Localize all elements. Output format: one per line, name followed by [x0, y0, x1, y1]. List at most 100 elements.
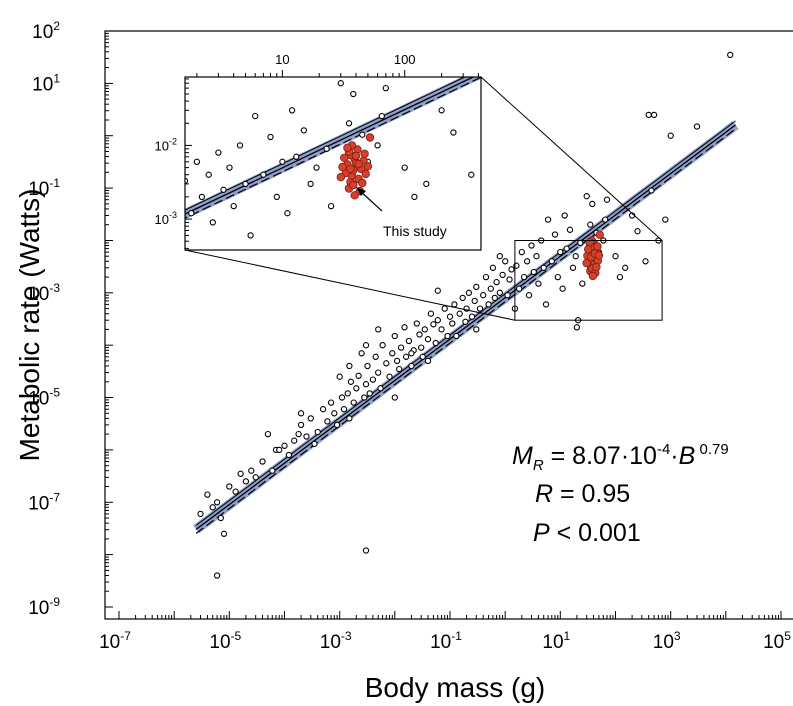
data-point: [482, 73, 487, 78]
data-point: [573, 324, 581, 331]
data-point: [344, 390, 351, 397]
data-point: [727, 51, 734, 59]
data-point: [236, 142, 244, 149]
data-point: [276, 446, 283, 454]
data-point: [226, 483, 233, 490]
data-point: [45, 233, 50, 238]
x-tick-label: 101: [542, 629, 570, 653]
data-point: [497, 143, 502, 148]
data-point: [589, 200, 596, 208]
data-point: [508, 266, 515, 273]
data-point: [152, 191, 157, 196]
data-point: [603, 196, 611, 203]
data-point: [413, 320, 420, 327]
data-point: [297, 421, 305, 429]
data-point: [535, 280, 542, 287]
data-point: [513, 114, 518, 119]
data-point: [476, 305, 484, 312]
data-point: [572, 253, 579, 260]
data-point: [563, 245, 570, 252]
study-data-point: [584, 244, 593, 254]
data-point: [340, 406, 348, 413]
data-point: [220, 186, 227, 193]
data-point: [473, 283, 480, 291]
data-point: [434, 317, 441, 324]
data-point: [313, 164, 320, 171]
data-point: [378, 112, 385, 120]
data-point: [540, 264, 547, 271]
data-point: [491, 294, 498, 302]
data-point: [449, 320, 456, 327]
data-point: [90, 228, 95, 233]
svg-text:R = 0.95: R = 0.95: [535, 480, 630, 508]
data-point: [396, 365, 403, 373]
data-point: [441, 305, 448, 312]
data-point: [577, 239, 584, 247]
data-point: [642, 258, 649, 265]
zoom-connector-lines: [184, 76, 663, 321]
data-point: [516, 285, 523, 292]
main-fit-lower-bound: [195, 128, 736, 534]
data-point: [525, 0, 530, 1]
data-point: [369, 376, 377, 383]
svg-text:MR = 8.07·10-4·B 0.79: MR = 8.07·10-4·B 0.79: [512, 441, 729, 474]
x-axis-title: Body mass (g): [365, 672, 546, 703]
data-point: [364, 362, 371, 370]
data-point: [602, 216, 609, 223]
study-data-point: [358, 178, 367, 188]
data-point: [419, 353, 426, 360]
data-point: [587, 221, 594, 228]
data-point: [561, 212, 568, 219]
data-point: [126, 211, 131, 216]
data-point: [273, 193, 280, 201]
x-tick-label: 103: [653, 629, 681, 653]
study-data-point: [354, 159, 363, 169]
data-point: [232, 488, 239, 495]
study-data-point: [351, 151, 361, 161]
data-point: [418, 344, 425, 351]
data-point: [366, 390, 373, 397]
data-point: [295, 430, 302, 438]
data-point: [648, 187, 655, 194]
data-point: [185, 177, 189, 185]
study-data-point: [338, 162, 347, 172]
data-point: [453, 332, 460, 340]
data-point: [337, 80, 344, 87]
data-point: [487, 285, 494, 292]
data-point: [307, 415, 314, 422]
data-point: [347, 378, 355, 385]
data-point: [300, 127, 308, 134]
data-point: [297, 410, 305, 417]
data-point: [63, 224, 68, 229]
y-axis: 10-9 10-7 10-5 10-3 10-1 101 102: [28, 19, 113, 619]
data-point: [230, 202, 237, 210]
data-point: [504, 292, 511, 299]
study-data-point: [592, 262, 601, 272]
data-point: [281, 442, 288, 449]
data-point: [386, 373, 393, 380]
data-point: [167, 198, 172, 203]
data-point: [379, 342, 386, 349]
data-point: [269, 467, 276, 474]
study-data-point: [343, 143, 352, 152]
data-point: [338, 394, 346, 401]
data-point: [421, 326, 428, 333]
data-point: [401, 164, 408, 171]
data-point: [471, 297, 478, 305]
data-point: [346, 362, 353, 370]
data-point: [544, 216, 552, 223]
main-plot-area: 10-7 10-5 10-3 10-1 101 103 105 10-910-710-510…: [28, 19, 793, 653]
data-point: [314, 428, 321, 436]
data-point: [416, 331, 423, 338]
data-point: [217, 514, 224, 522]
study-data-point: [582, 258, 591, 268]
y-tick-label: 10-3: [28, 281, 60, 305]
data-point: [333, 421, 341, 429]
x-tick-label: 10-7: [99, 629, 131, 653]
study-data-point: [363, 162, 373, 171]
data-point: [566, 226, 574, 233]
data-point: [432, 339, 439, 347]
x-axis: 10-7 10-5 10-3 10-1 101 103 105: [99, 611, 791, 653]
y-tick-label: 10-5: [28, 386, 60, 410]
data-point: [496, 253, 503, 260]
